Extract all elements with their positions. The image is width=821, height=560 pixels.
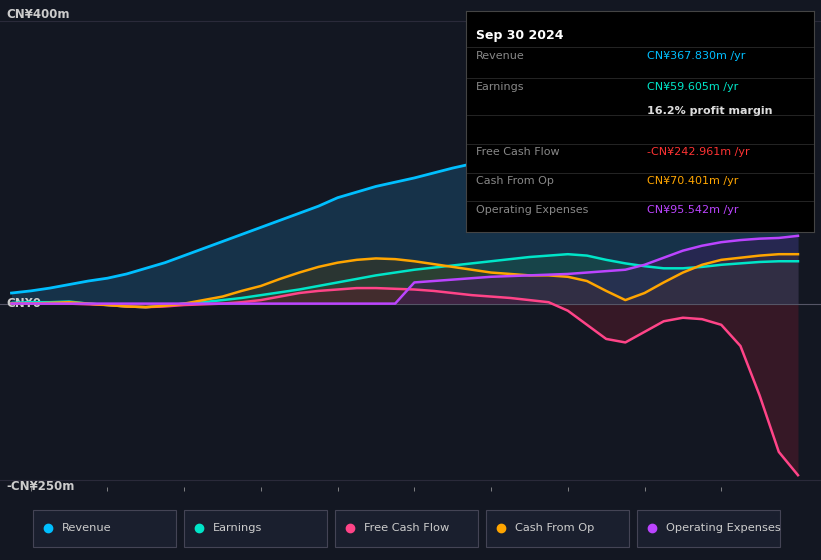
FancyBboxPatch shape — [184, 510, 327, 547]
Text: CN¥95.542m /yr: CN¥95.542m /yr — [647, 205, 738, 214]
Text: CN¥0: CN¥0 — [7, 297, 42, 310]
Text: CN¥59.605m /yr: CN¥59.605m /yr — [647, 82, 738, 92]
Text: Cash From Op: Cash From Op — [476, 176, 554, 186]
Text: Operating Expenses: Operating Expenses — [476, 205, 589, 214]
Text: Earnings: Earnings — [213, 523, 262, 533]
Text: Sep 30 2024: Sep 30 2024 — [476, 29, 563, 42]
Text: CN¥70.401m /yr: CN¥70.401m /yr — [647, 176, 738, 186]
Text: Free Cash Flow: Free Cash Flow — [364, 523, 449, 533]
Text: Revenue: Revenue — [62, 523, 111, 533]
Text: -CN¥242.961m /yr: -CN¥242.961m /yr — [647, 147, 750, 157]
Text: Free Cash Flow: Free Cash Flow — [476, 147, 560, 157]
Text: Earnings: Earnings — [476, 82, 525, 92]
Text: -CN¥250m: -CN¥250m — [7, 480, 75, 493]
Text: 16.2% profit margin: 16.2% profit margin — [647, 106, 773, 116]
Text: Revenue: Revenue — [476, 51, 525, 61]
Text: Cash From Op: Cash From Op — [515, 523, 594, 533]
Text: CN¥400m: CN¥400m — [7, 8, 70, 21]
FancyBboxPatch shape — [33, 510, 176, 547]
FancyBboxPatch shape — [335, 510, 478, 547]
Text: Operating Expenses: Operating Expenses — [666, 523, 781, 533]
Text: CN¥367.830m /yr: CN¥367.830m /yr — [647, 51, 745, 61]
FancyBboxPatch shape — [637, 510, 780, 547]
FancyBboxPatch shape — [486, 510, 629, 547]
